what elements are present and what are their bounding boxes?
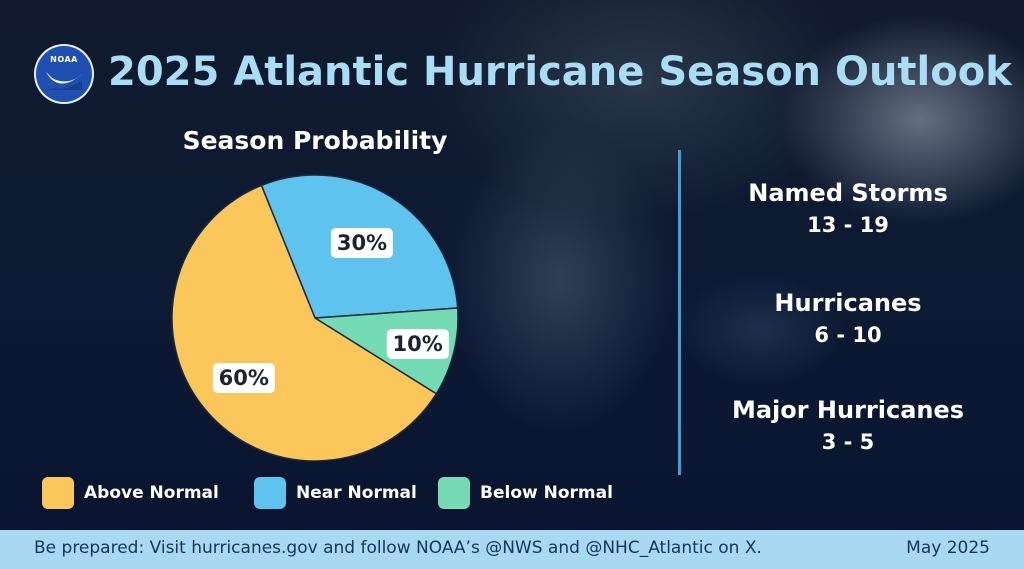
pie-label-below-normal: 10% bbox=[386, 328, 449, 359]
footer-bar: Be prepared: Visit hurricanes.gov and fo… bbox=[0, 530, 1024, 569]
legend-label: Below Normal bbox=[480, 483, 613, 503]
legend-swatch bbox=[42, 477, 74, 509]
page-title: 2025 Atlantic Hurricane Season Outlook bbox=[108, 49, 1012, 95]
pie-label-above-normal: 60% bbox=[212, 362, 275, 393]
vertical-divider bbox=[678, 150, 681, 475]
legend-item: Below Normal bbox=[438, 476, 613, 510]
satellite-background bbox=[0, 0, 1024, 530]
legend-swatch bbox=[254, 477, 286, 509]
footer-date: May 2025 bbox=[906, 538, 990, 558]
stat-value: 3 - 5 bbox=[821, 430, 875, 454]
stat-hurricanes: Hurricanes 6 - 10 bbox=[710, 286, 986, 350]
stat-major-hurricanes: Major Hurricanes 3 - 5 bbox=[710, 393, 986, 457]
footer-text: Be prepared: Visit hurricanes.gov and fo… bbox=[34, 538, 762, 558]
legend-label: Near Normal bbox=[296, 483, 417, 503]
noaa-logo-text: NOAA bbox=[50, 55, 78, 64]
legend-item: Above Normal bbox=[42, 476, 219, 510]
chart-title: Season Probability bbox=[182, 126, 448, 155]
stat-label: Named Storms bbox=[748, 179, 948, 207]
stat-label: Hurricanes bbox=[774, 289, 922, 317]
legend-label: Above Normal bbox=[84, 483, 219, 503]
stat-value: 13 - 19 bbox=[807, 213, 889, 237]
stat-label: Major Hurricanes bbox=[731, 396, 965, 424]
legend-item: Near Normal bbox=[254, 476, 417, 510]
pie-label-near-normal: 30% bbox=[330, 227, 394, 258]
noaa-logo: NOAA bbox=[34, 44, 94, 104]
legend-swatch bbox=[438, 477, 470, 509]
stat-named-storms: Named Storms 13 - 19 bbox=[710, 176, 986, 240]
noaa-bird-icon bbox=[46, 72, 82, 90]
stat-value: 6 - 10 bbox=[814, 323, 882, 347]
